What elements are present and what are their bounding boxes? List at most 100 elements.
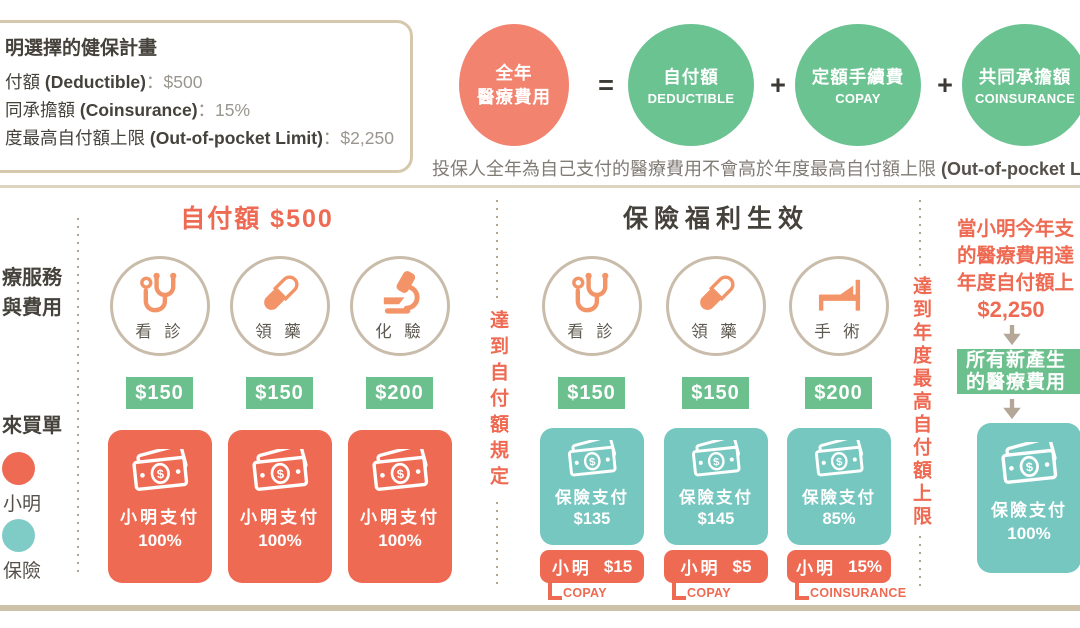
insurer-box: 保險支付 85% <box>787 428 891 545</box>
legend-label-xiaoming: 小明 <box>3 494 42 515</box>
insurer-line2: $145 <box>697 510 735 528</box>
banknote-icon <box>812 440 866 479</box>
price-tag: $150 <box>126 377 193 409</box>
deductible-circle: 自付額 DEDUCTIBLE <box>628 24 754 146</box>
result-line2: 100% <box>1007 524 1051 543</box>
plan-row-zh: 付額 <box>5 72 45 92</box>
new-cost-box: 所有新產生 的醫療費用 <box>957 349 1080 394</box>
coinsurance-circle: 共同承擔額 COINSURANCE <box>962 24 1080 146</box>
arrow-down-icon <box>1002 325 1022 346</box>
member-box: 小明 $5 <box>664 550 768 583</box>
oop-caption-en: (Out-of-pocket Limi <box>941 159 1080 179</box>
member-name: 小明 <box>680 559 721 578</box>
plan-row-value: ：$2,250 <box>322 128 394 148</box>
member-box: 小明 $15 <box>540 550 644 583</box>
member-value: 15% <box>847 556 883 576</box>
dotted-divider-right-bottom <box>919 536 921 588</box>
plan-row-zh: 度最高自付額上限 <box>5 128 150 148</box>
plan-title: 明選擇的健保計畫 <box>5 38 158 59</box>
plan-row-value: ：$500 <box>146 72 203 92</box>
plan-row-oop-limit: 度最高自付額上限 (Out-of-pocket Limit)：$2,250 <box>5 124 410 152</box>
right-panel-line3: 年度自付額上 <box>957 272 1075 294</box>
service-circle: 手 術 <box>789 256 889 356</box>
service-circle: 領 藥 <box>666 256 766 356</box>
insurer-line2: $135 <box>573 510 611 528</box>
insurer-box: 保險支付 $145 <box>664 428 768 545</box>
plan-row-en: (Out-of-pocket Limit) <box>149 128 323 148</box>
service-label: 手 術 <box>814 323 864 341</box>
dotted-divider-right-top <box>919 200 921 266</box>
copay-label-zh: 定額手續費 <box>811 66 905 87</box>
deductible-label-zh: 自付額 <box>663 66 719 87</box>
capsule-icon <box>257 270 304 317</box>
service-label: 領 藥 <box>691 323 741 341</box>
payer-line2: 100% <box>258 531 302 550</box>
plan-row-value: ：15% <box>197 100 251 120</box>
result-box: 保險支付 100% <box>977 423 1080 573</box>
payer-line1: 小明支付 <box>120 508 200 527</box>
banknote-icon <box>565 440 619 479</box>
plan-row-deductible: 付額 (Deductible)：$500 <box>5 68 410 96</box>
service-label: 看 診 <box>567 323 617 341</box>
sidebar-service-label-line2: 與費用 <box>2 297 62 319</box>
banknote-icon <box>369 449 431 494</box>
price-tag: $150 <box>246 377 313 409</box>
note-label: COPAY <box>563 586 607 600</box>
new-cost-line2: 的醫療費用 <box>966 372 1067 393</box>
note-label: COINSURANCE <box>810 586 907 600</box>
banknote-icon <box>249 449 311 494</box>
plus-sign: + <box>770 69 786 100</box>
deductible-label-en: DEDUCTIBLE <box>647 90 735 106</box>
oop-caption-zh: 投保人全年為自己支付的醫療費用不會高於年度最高自付額上限 <box>432 159 941 179</box>
price-tag: $200 <box>366 377 433 409</box>
insurer-line1: 保險支付 <box>679 489 753 507</box>
payer-box: 小明支付 100% <box>348 430 452 583</box>
new-cost-line1: 所有新產生 <box>966 350 1067 371</box>
total-cost-line1: 全年 <box>495 63 533 83</box>
legend-dot-xiaoming <box>2 452 35 485</box>
member-name: 小明 <box>551 559 592 578</box>
payer-line2: 100% <box>138 531 182 550</box>
member-value: $5 <box>732 556 752 576</box>
right-panel-line1: 當小明今年支 <box>957 218 1075 240</box>
note-label: COPAY <box>687 586 731 600</box>
insurer-line2: 85% <box>822 510 856 528</box>
total-cost-line2: 醫療費用 <box>477 87 551 107</box>
service-label: 領 藥 <box>255 323 305 341</box>
capsule-icon <box>693 270 740 317</box>
service-circle: 看 診 <box>110 256 210 356</box>
divider-oop-text: 達到年度最高自付額上限 <box>910 275 931 529</box>
note-bracket <box>548 583 562 600</box>
service-label: 化 驗 <box>375 323 425 341</box>
stethoscope-icon <box>137 270 184 317</box>
hospital-bed-icon <box>816 270 863 317</box>
sidebar-service-label: 療服務 與費用 <box>0 263 62 323</box>
payer-line2: 100% <box>378 531 422 550</box>
right-panel-line2: 的醫療費用達 <box>957 245 1075 267</box>
coinsurance-label-zh: 共同承擔額 <box>978 66 1072 87</box>
plan-summary-box: 明選擇的健保計畫 付額 (Deductible)：$500 同承擔額 (Coin… <box>0 20 413 173</box>
dotted-divider-middle-top <box>496 200 498 298</box>
dotted-divider-middle-bottom <box>496 502 498 590</box>
sidebar-service-label-line1: 療服務 <box>2 267 62 289</box>
result-line1: 保險支付 <box>991 501 1067 520</box>
insurer-box: 保險支付 $135 <box>540 428 644 545</box>
service-circle: 領 藥 <box>230 256 330 356</box>
payer-box: 小明支付 100% <box>228 430 332 583</box>
price-tag: $200 <box>805 377 872 409</box>
service-label: 看 診 <box>135 323 185 341</box>
sidebar-payer-label: 來買單 <box>2 415 62 437</box>
banknote-icon <box>129 449 191 494</box>
legend-dot-insurance <box>2 519 35 552</box>
arrow-down-icon <box>1002 399 1022 420</box>
divider-deductible-text: 達到自付額規定 <box>487 310 508 492</box>
section2-title: 保險福利生效 <box>622 205 809 233</box>
section1-title: 自付額 $500 <box>180 205 334 233</box>
member-name: 小明 <box>795 559 836 578</box>
service-circle: 化 驗 <box>350 256 450 356</box>
coinsurance-label-en: COINSURANCE <box>974 90 1076 106</box>
oop-caption: 投保人全年為自己支付的醫療費用不會高於年度最高自付額上限 (Out-of-poc… <box>432 155 1080 181</box>
equals-sign: = <box>598 69 614 100</box>
note-bracket <box>795 583 809 600</box>
